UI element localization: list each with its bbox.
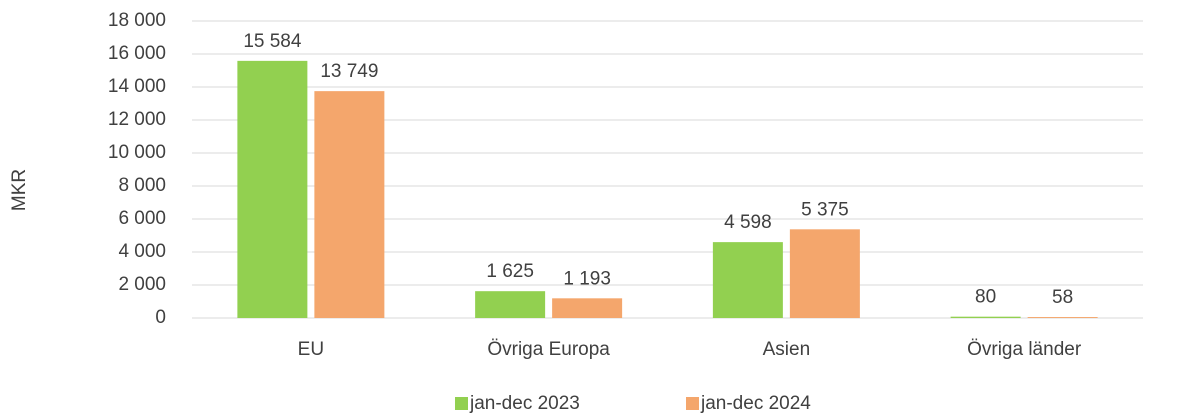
x-tick-label: Övriga länder — [967, 339, 1082, 360]
x-tick-label: Övriga Europa — [487, 339, 610, 360]
bar — [712, 242, 783, 318]
bar — [237, 60, 308, 318]
x-tick-label: EU — [298, 339, 324, 360]
legend-label: jan-dec 2023 — [469, 393, 580, 414]
value-label: 58 — [1052, 287, 1073, 308]
y-tick-label: 4 000 — [118, 241, 166, 262]
value-label: 15 584 — [243, 31, 302, 52]
bar — [475, 291, 546, 318]
x-tick-label: Asien — [763, 339, 811, 360]
bar — [950, 316, 1021, 318]
value-label: 13 749 — [320, 61, 378, 82]
bar — [314, 91, 385, 318]
legend-swatch — [686, 397, 699, 410]
y-tick-label: 18 000 — [108, 10, 166, 31]
value-label: 4 598 — [724, 212, 772, 233]
legend-label: jan-dec 2024 — [700, 393, 811, 414]
y-axis-label: MKR — [9, 169, 30, 211]
value-label: 5 375 — [801, 199, 849, 220]
y-tick-label: 14 000 — [108, 76, 166, 97]
y-tick-label: 10 000 — [108, 142, 166, 163]
y-tick-label: 2 000 — [118, 274, 166, 295]
bar — [789, 229, 860, 318]
value-label: 1 625 — [486, 261, 534, 282]
legend-swatch — [455, 397, 468, 410]
y-tick-label: 6 000 — [118, 208, 166, 229]
value-label: 1 193 — [563, 268, 611, 289]
y-tick-label: 12 000 — [108, 109, 166, 130]
bar — [552, 298, 623, 318]
y-tick-label: 16 000 — [108, 43, 166, 64]
y-tick-label: 8 000 — [118, 175, 166, 196]
bar — [1027, 317, 1098, 318]
y-tick-label: 0 — [155, 307, 166, 328]
value-label: 80 — [975, 287, 996, 308]
